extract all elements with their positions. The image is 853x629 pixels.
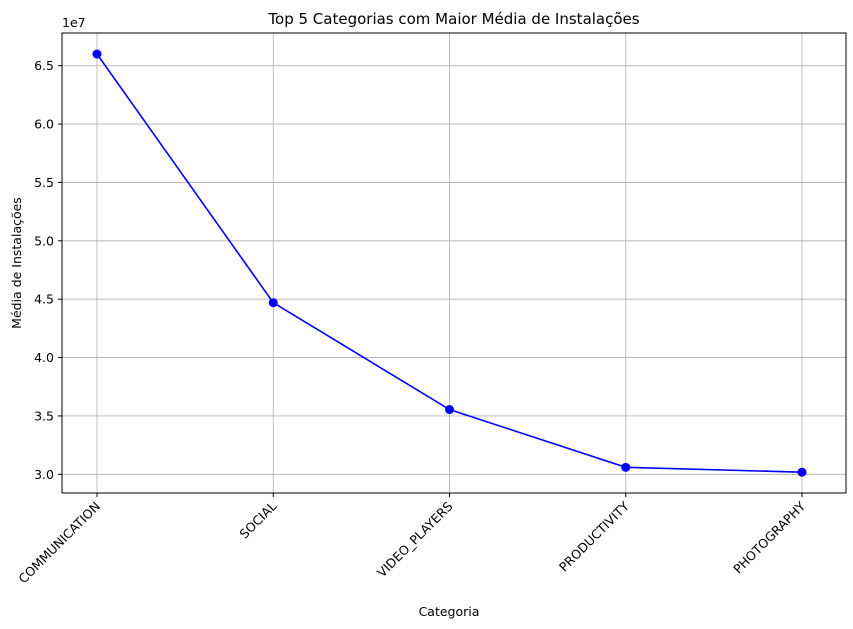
y-tick-label: 6.5 xyxy=(34,58,54,73)
y-tick-label: 5.5 xyxy=(34,175,54,190)
data-point xyxy=(268,298,278,308)
y-tick-label: 3.0 xyxy=(34,467,54,482)
x-axis-label: Categoria xyxy=(419,604,480,619)
x-tick-label: PHOTOGRAPHY xyxy=(730,498,808,576)
y-tick-label: 6.0 xyxy=(34,117,54,132)
chart-title: Top 5 Categorias com Maior Média de Inst… xyxy=(267,10,639,28)
data-point xyxy=(92,49,102,59)
y-tick-label: 4.5 xyxy=(34,292,54,307)
y-tick-label: 3.5 xyxy=(34,408,54,423)
series-line xyxy=(92,49,807,477)
y-tick-label: 5.0 xyxy=(34,233,54,248)
y-axis-label: Média de Instalações xyxy=(9,197,24,329)
x-axis: COMMUNICATION SOCIAL VIDEO_PLAYERS PRODUCTI… xyxy=(15,493,808,586)
data-point xyxy=(797,467,807,477)
x-tick-label: COMMUNICATION xyxy=(15,499,103,587)
y-offset-label: 1e7 xyxy=(62,15,86,30)
x-tick-label: SOCIAL xyxy=(236,498,279,541)
data-point xyxy=(445,405,454,415)
data-point xyxy=(621,462,631,472)
plot-frame xyxy=(61,32,847,494)
y-tick-label: 4.0 xyxy=(34,350,54,365)
grid xyxy=(62,33,846,493)
y-axis: 3.0 3.5 4.0 4.5 5.0 5.5 6.0 6.5 xyxy=(34,58,62,482)
x-tick-label: PRODUCTIVITY xyxy=(556,498,632,574)
x-tick-label: VIDEO_PLAYERS xyxy=(374,498,456,580)
